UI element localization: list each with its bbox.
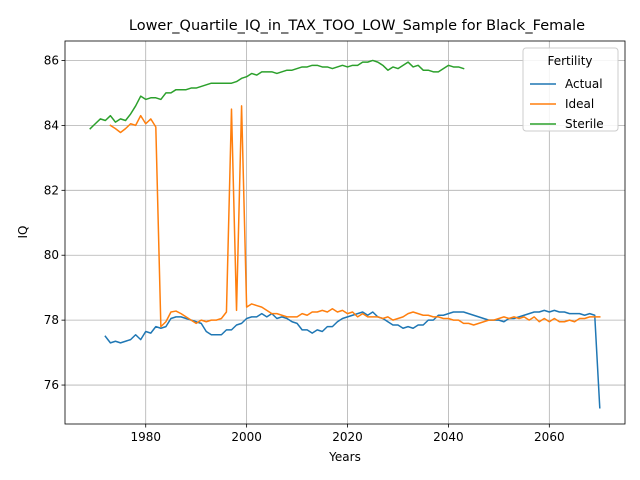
legend-title: Fertility: [547, 54, 592, 68]
legend-label-sterile: Sterile: [565, 117, 604, 131]
y-tick-label: 76: [44, 378, 59, 392]
legend: Fertility Actual Ideal Sterile: [523, 48, 618, 131]
legend-label-actual: Actual: [565, 77, 603, 91]
x-tick-label: 1980: [130, 430, 161, 444]
chart-title: Lower_Quartile_IQ_in_TAX_TOO_LOW_Sample …: [129, 18, 585, 34]
y-tick-label: 82: [44, 183, 59, 197]
x-axis-label: Years: [328, 450, 361, 464]
x-tick-label: 2000: [231, 430, 262, 444]
y-tick-label: 86: [44, 53, 59, 67]
y-axis-label: IQ: [16, 226, 30, 239]
y-tick-label: 84: [44, 118, 59, 132]
y-tick-label: 80: [44, 248, 59, 262]
x-tick-label: 2060: [534, 430, 565, 444]
x-tick-label: 2040: [433, 430, 464, 444]
x-tick-label: 2020: [332, 430, 363, 444]
y-tick-label: 78: [44, 313, 59, 327]
legend-label-ideal: Ideal: [565, 97, 594, 111]
